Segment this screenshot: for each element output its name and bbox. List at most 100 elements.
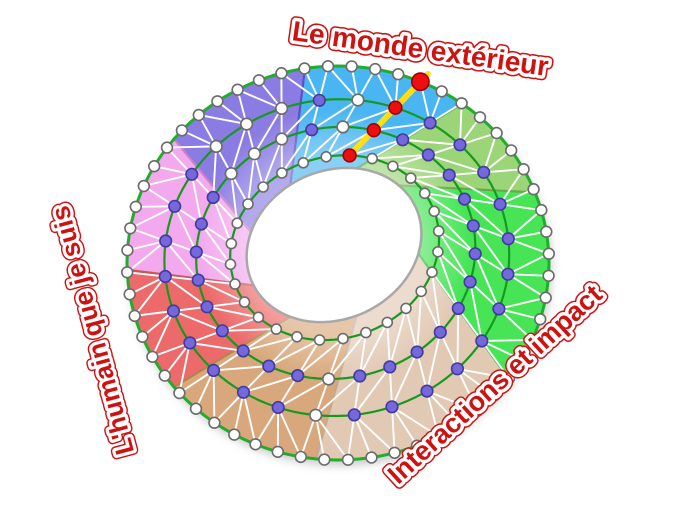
graph-node[interactable] [158, 269, 172, 284]
graph-node[interactable] [527, 183, 540, 196]
graph-node[interactable] [276, 167, 288, 179]
graph-node[interactable] [231, 217, 243, 229]
graph-node[interactable] [475, 334, 489, 348]
graph-node[interactable] [501, 232, 515, 246]
graph-node[interactable] [215, 324, 229, 338]
path-node[interactable] [388, 100, 403, 115]
graph-node[interactable] [294, 450, 307, 464]
graph-node[interactable] [473, 111, 487, 124]
graph-node[interactable] [224, 258, 237, 271]
graph-node[interactable] [381, 316, 394, 329]
graph-node[interactable] [451, 301, 465, 316]
graph-node[interactable] [225, 237, 238, 250]
graph-node[interactable] [388, 446, 401, 459]
graph-node[interactable] [502, 372, 516, 385]
graph-node[interactable] [535, 203, 548, 217]
graph-node[interactable] [415, 285, 428, 298]
graph-node[interactable] [249, 438, 262, 451]
graph-node[interactable] [539, 291, 552, 304]
graph-node[interactable] [466, 219, 480, 233]
graph-node[interactable] [166, 304, 181, 318]
graph-node[interactable] [432, 246, 444, 258]
graph-node[interactable] [404, 172, 417, 184]
graph-node[interactable] [341, 453, 355, 466]
graph-node[interactable] [270, 323, 283, 335]
graph-node[interactable] [505, 144, 518, 157]
graph-node[interactable] [321, 59, 335, 73]
graph-node[interactable] [468, 247, 482, 261]
graph-node[interactable] [160, 141, 174, 154]
graph-node[interactable] [320, 151, 333, 163]
graph-node[interactable] [400, 302, 412, 315]
graph-node[interactable] [242, 198, 254, 210]
graph-node[interactable] [211, 95, 224, 108]
graph-node[interactable] [298, 62, 311, 75]
graph-node[interactable] [396, 133, 410, 147]
graph-node[interactable] [385, 400, 399, 414]
graph-node[interactable] [433, 325, 447, 339]
graph-node[interactable] [192, 108, 206, 122]
graph-node[interactable] [207, 363, 221, 378]
graph-node[interactable] [224, 167, 238, 181]
graph-node[interactable] [471, 404, 484, 418]
graph-node[interactable] [383, 360, 397, 374]
graph-node[interactable] [183, 336, 197, 350]
graph-node[interactable] [137, 179, 151, 193]
graph-node[interactable] [387, 160, 399, 173]
graph-node[interactable] [275, 101, 289, 115]
graph-node[interactable] [309, 408, 323, 422]
graph-node[interactable] [175, 124, 189, 137]
graph-node[interactable] [353, 369, 367, 383]
graph-node[interactable] [525, 333, 539, 347]
graph-node[interactable] [423, 116, 437, 130]
graph-node[interactable] [159, 234, 173, 248]
graph-node[interactable] [347, 408, 361, 422]
graph-node[interactable] [305, 123, 319, 137]
graph-node[interactable] [487, 389, 501, 402]
graph-node[interactable] [185, 167, 199, 181]
graph-node[interactable] [200, 300, 214, 314]
graph-node[interactable] [351, 93, 365, 107]
path-node[interactable] [342, 148, 357, 163]
graph-node[interactable] [136, 330, 149, 343]
graph-node[interactable] [121, 244, 134, 257]
graph-node[interactable] [463, 275, 477, 289]
graph-node[interactable] [493, 197, 507, 211]
graph-node[interactable] [457, 192, 472, 206]
graph-node[interactable] [173, 386, 186, 400]
graph-node[interactable] [533, 313, 547, 326]
graph-node[interactable] [453, 138, 467, 152]
graph-node[interactable] [313, 334, 326, 346]
graph-node[interactable] [490, 126, 503, 140]
graph-node[interactable] [146, 350, 159, 363]
graph-node[interactable] [542, 247, 555, 260]
path-node[interactable] [410, 72, 430, 92]
graph-node[interactable] [418, 187, 431, 200]
graph-node[interactable] [366, 152, 379, 165]
graph-node[interactable] [517, 163, 530, 176]
graph-node[interactable] [410, 345, 424, 359]
graph-node[interactable] [392, 67, 405, 81]
graph-node[interactable] [236, 385, 251, 399]
graph-node[interactable] [148, 160, 161, 173]
graph-node[interactable] [540, 225, 553, 238]
graph-node[interactable] [271, 400, 285, 415]
graph-node[interactable] [231, 83, 244, 96]
graph-node[interactable] [442, 168, 456, 182]
graph-node[interactable] [432, 430, 445, 443]
graph-node[interactable] [120, 266, 134, 279]
graph-node[interactable] [228, 428, 241, 441]
graph-node[interactable] [291, 369, 305, 383]
graph-node[interactable] [158, 369, 172, 382]
graph-node[interactable] [542, 269, 555, 282]
graph-node[interactable] [262, 359, 276, 373]
graph-node[interactable] [312, 93, 326, 107]
graph-node[interactable] [124, 222, 137, 235]
graph-node[interactable] [435, 85, 448, 98]
graph-node[interactable] [428, 205, 441, 218]
graph-node[interactable] [238, 296, 251, 308]
graph-node[interactable] [229, 278, 241, 290]
graph-node[interactable] [208, 416, 221, 429]
graph-node[interactable] [450, 362, 465, 376]
graph-node[interactable] [291, 330, 303, 343]
